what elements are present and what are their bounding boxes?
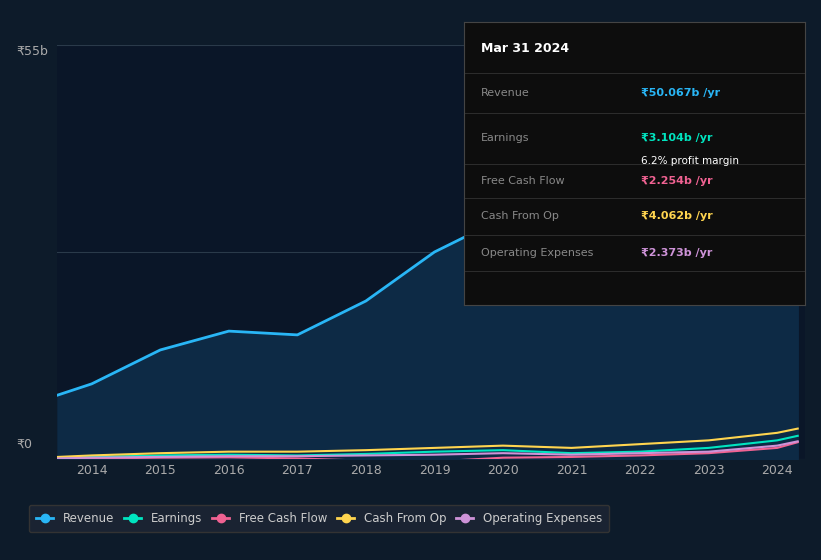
Text: ₹4.062b /yr: ₹4.062b /yr (641, 211, 713, 221)
Text: Mar 31 2024: Mar 31 2024 (481, 42, 569, 55)
Legend: Revenue, Earnings, Free Cash Flow, Cash From Op, Operating Expenses: Revenue, Earnings, Free Cash Flow, Cash … (29, 505, 609, 532)
Text: ₹50.067b /yr: ₹50.067b /yr (641, 88, 720, 98)
Text: 6.2% profit margin: 6.2% profit margin (641, 156, 739, 166)
Text: Operating Expenses: Operating Expenses (481, 248, 594, 258)
Text: ₹0: ₹0 (16, 438, 32, 451)
Text: Revenue: Revenue (481, 88, 530, 98)
Text: ₹2.254b /yr: ₹2.254b /yr (641, 176, 713, 186)
Text: ₹55b: ₹55b (16, 45, 48, 58)
Text: Free Cash Flow: Free Cash Flow (481, 176, 565, 186)
Text: ₹3.104b /yr: ₹3.104b /yr (641, 133, 713, 143)
Text: Earnings: Earnings (481, 133, 530, 143)
Text: ₹2.373b /yr: ₹2.373b /yr (641, 248, 713, 258)
Text: Cash From Op: Cash From Op (481, 211, 559, 221)
